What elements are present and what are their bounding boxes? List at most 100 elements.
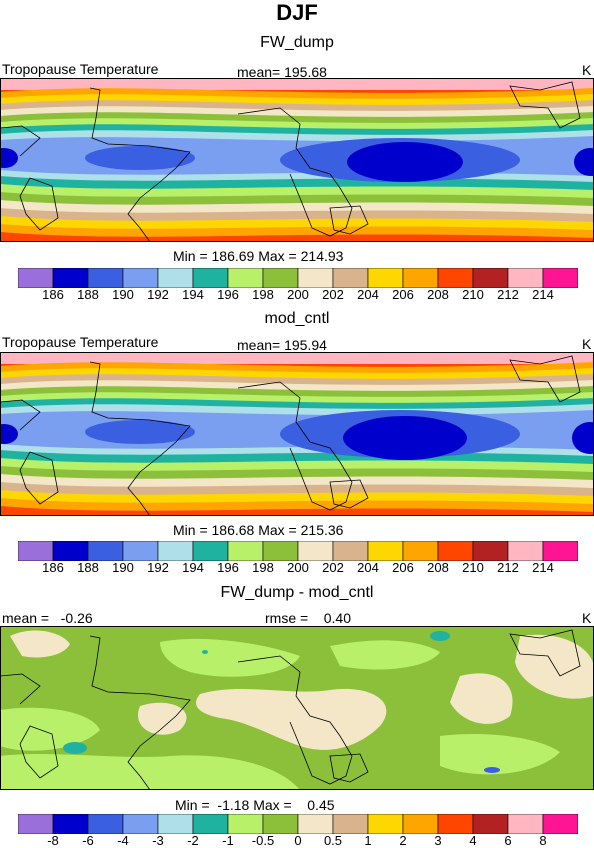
colorbar-tick-label: 194 [182,560,204,575]
panel-3-colorbar [18,814,578,834]
colorbar-swatch [542,268,578,288]
panel-2-minmax: Min = 186.68 Max = 215.36 [173,522,344,538]
panel-1-colorbar [18,268,578,288]
colorbar-swatch [192,814,229,834]
colorbar-swatch [227,814,264,834]
colorbar-tick-label: 210 [462,287,484,302]
colorbar-swatch [542,814,578,834]
panel-1-map [0,78,594,242]
panel-2-unit: K [582,336,592,352]
colorbar-tick-label: 202 [322,560,344,575]
panel-2-map [0,352,594,516]
colorbar-swatch [367,814,404,834]
panel-1-mean: mean= 195.68 [237,64,327,80]
colorbar-tick-label: 208 [427,287,449,302]
colorbar-swatch [18,541,54,561]
colorbar-swatch [87,268,124,288]
colorbar-swatch [87,814,124,834]
colorbar-swatch [227,268,264,288]
panel-1-unit: K [582,62,592,78]
panel-3-contour-fill [0,626,594,790]
colorbar-tick-label: 198 [252,287,274,302]
colorbar-swatch [192,268,229,288]
panel-1-coastlines [0,81,581,242]
colorbar-swatch [157,268,194,288]
colorbar-tick-label: 186 [42,287,64,302]
colorbar-swatch [87,541,124,561]
colorbar-tick-label: 210 [462,560,484,575]
colorbar-swatch [192,541,229,561]
colorbar-tick-label: -3 [152,833,164,848]
colorbar-tick-label: -0.5 [251,833,275,848]
colorbar-tick-label: 188 [77,287,99,302]
panel-3-coastlines [0,629,581,790]
colorbar-swatch [262,541,299,561]
colorbar-swatch [437,268,474,288]
panel-2-colorbar [18,541,578,561]
panel-2-title: mod_cntl [264,310,330,327]
panel-1-contour-fill [0,78,594,242]
colorbar-swatch [542,541,578,561]
panel-1-title: FW_dump [260,34,334,51]
panel-2-coastlines [0,355,581,516]
colorbar-swatch [332,268,369,288]
colorbar-swatch [437,541,474,561]
colorbar-swatch [122,268,159,288]
colorbar-tick-label: 192 [147,560,169,575]
colorbar-swatch [262,268,299,288]
colorbar-tick-label: 2 [399,833,407,848]
colorbar-tick-label: 0.5 [323,833,343,848]
colorbar-swatch [262,814,299,834]
colorbar-swatch [332,814,369,834]
colorbar-swatch [122,541,159,561]
colorbar-swatch [297,814,334,834]
colorbar-tick-label: 198 [252,560,274,575]
colorbar-swatch [472,268,509,288]
colorbar-swatch [297,541,334,561]
colorbar-tick-label: 190 [112,287,134,302]
panel-3-minmax: Min = -1.18 Max = 0.45 [175,797,335,813]
colorbar-tick-label: 208 [427,560,449,575]
colorbar-swatch [367,268,404,288]
panel-2-left-label: Tropopause Temperature [2,334,159,350]
colorbar-tick-label: -4 [117,833,129,848]
panel-3-rmse: rmse = 0.40 [265,610,351,626]
colorbar-swatch [52,814,89,834]
colorbar-tick-label: 204 [357,287,379,302]
colorbar-tick-label: 186 [42,560,64,575]
colorbar-tick-label: 214 [532,560,554,575]
figure-title: DJF [276,0,318,25]
panel-3-map [0,626,594,790]
colorbar-swatch [507,814,544,834]
colorbar-swatch [367,541,404,561]
colorbar-tick-label: 8 [539,833,547,848]
panel-2-mean: mean= 195.94 [237,337,327,353]
colorbar-swatch [227,541,264,561]
colorbar-swatch [402,814,439,834]
colorbar-tick-label: 4 [469,833,477,848]
colorbar-tick-label: -6 [82,833,94,848]
colorbar-tick-label: -1 [222,833,234,848]
colorbar-tick-label: 206 [392,560,414,575]
colorbar-tick-label: 0 [294,833,302,848]
panel-1-minmax: Min = 186.69 Max = 214.93 [173,248,344,264]
colorbar-swatch [18,268,54,288]
colorbar-swatch [157,541,194,561]
colorbar-tick-label: 190 [112,560,134,575]
colorbar-tick-label: 194 [182,287,204,302]
panel-1-left-label: Tropopause Temperature [2,61,159,77]
colorbar-swatch [157,814,194,834]
colorbar-swatch [332,541,369,561]
colorbar-swatch [472,541,509,561]
colorbar-tick-label: 200 [287,287,309,302]
colorbar-tick-label: 196 [217,287,239,302]
colorbar-tick-label: 212 [497,287,519,302]
colorbar-swatch [52,268,89,288]
colorbar-tick-label: 1 [364,833,372,848]
colorbar-tick-label: 192 [147,287,169,302]
colorbar-tick-label: -2 [187,833,199,848]
panel-3-title: FW_dump - mod_cntl [220,584,374,601]
colorbar-swatch [122,814,159,834]
colorbar-swatch [402,268,439,288]
colorbar-tick-label: 200 [287,560,309,575]
